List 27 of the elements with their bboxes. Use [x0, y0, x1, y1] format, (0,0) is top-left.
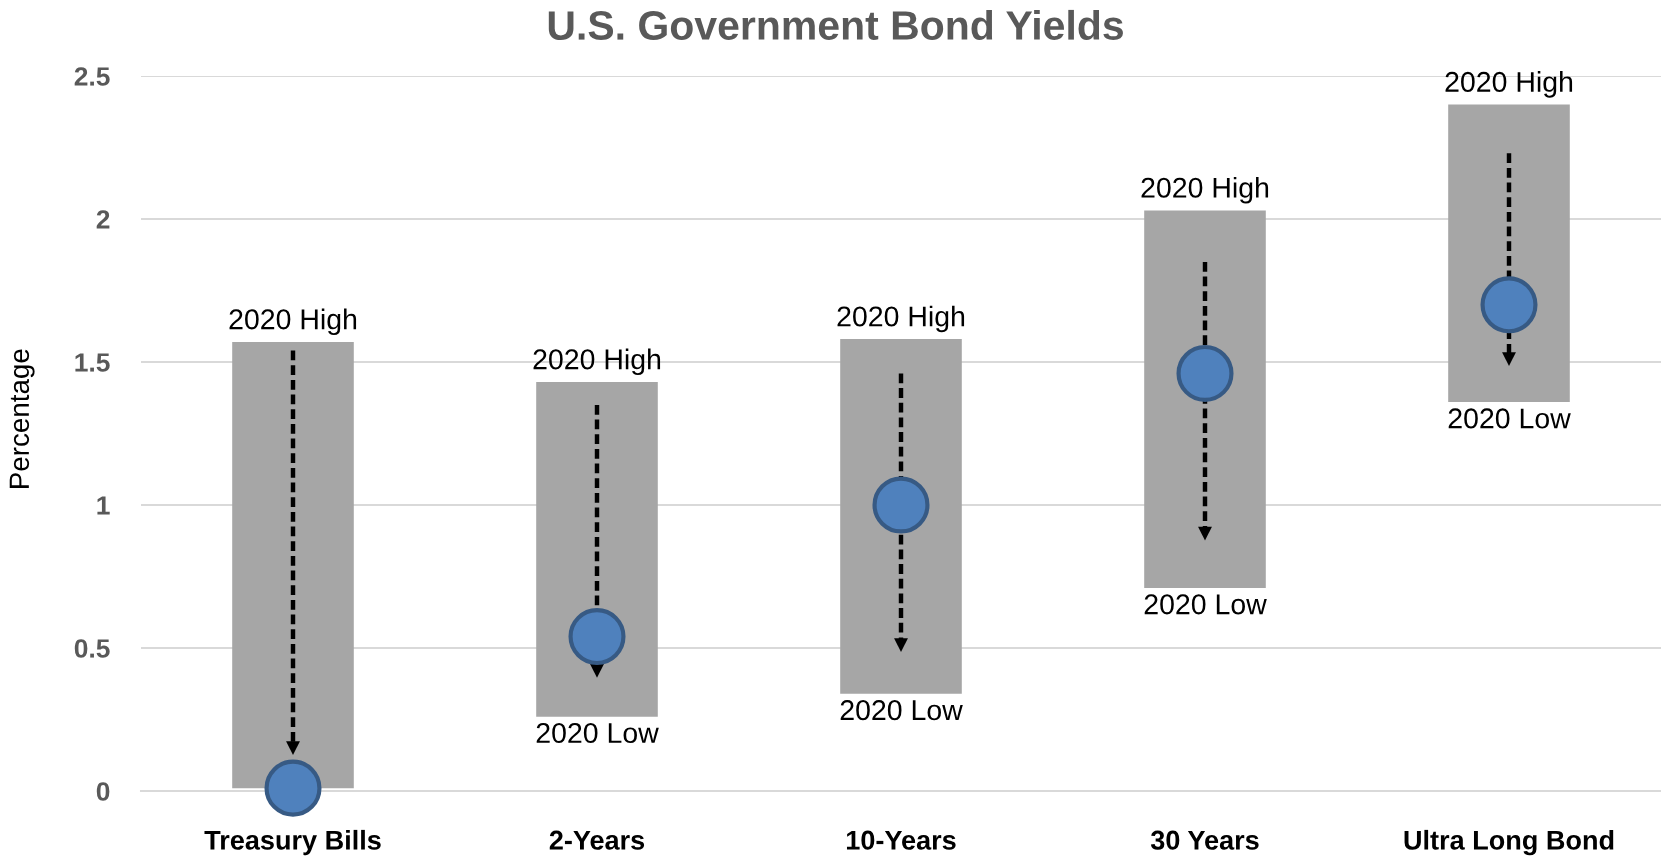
bar	[1448, 104, 1570, 403]
chart-title: U.S. Government Bond Yields	[548, 9, 1123, 40]
y-tick-label: 0	[96, 782, 110, 801]
annotation: 2020 High	[837, 305, 965, 333]
x-tick-label: 30 Years	[1150, 830, 1259, 850]
y-tick-label: 0.5	[74, 639, 110, 658]
y-axis-title: Percentage	[9, 349, 35, 488]
y-tick-label: 1	[97, 496, 110, 515]
y-tick-label: 1.5	[75, 353, 110, 372]
y-tick-label: 2	[96, 210, 110, 229]
annotation: 2020 High	[1141, 176, 1269, 204]
annotation: 2020 High	[1445, 71, 1573, 98]
x-tick-label: Ultra Long Bond	[1404, 829, 1614, 856]
x-tick-label: Treasury Bills	[204, 829, 381, 856]
bar	[232, 341, 354, 789]
bar	[536, 382, 658, 717]
annotation: 2020 High	[229, 308, 357, 336]
annotation: 2020 High	[533, 348, 661, 376]
annotation: 2020 Low	[536, 722, 659, 744]
annotation: 2020 Low	[1448, 408, 1571, 429]
bar	[840, 339, 962, 694]
y-tick-label: 2.5	[74, 67, 110, 86]
annotation: 2020 Low	[840, 700, 963, 721]
annotation: 2020 Low	[1144, 594, 1267, 615]
x-tick-label: 2-Years	[549, 830, 645, 850]
x-tick-label: 10-Years	[846, 830, 956, 850]
bar	[1144, 210, 1266, 588]
